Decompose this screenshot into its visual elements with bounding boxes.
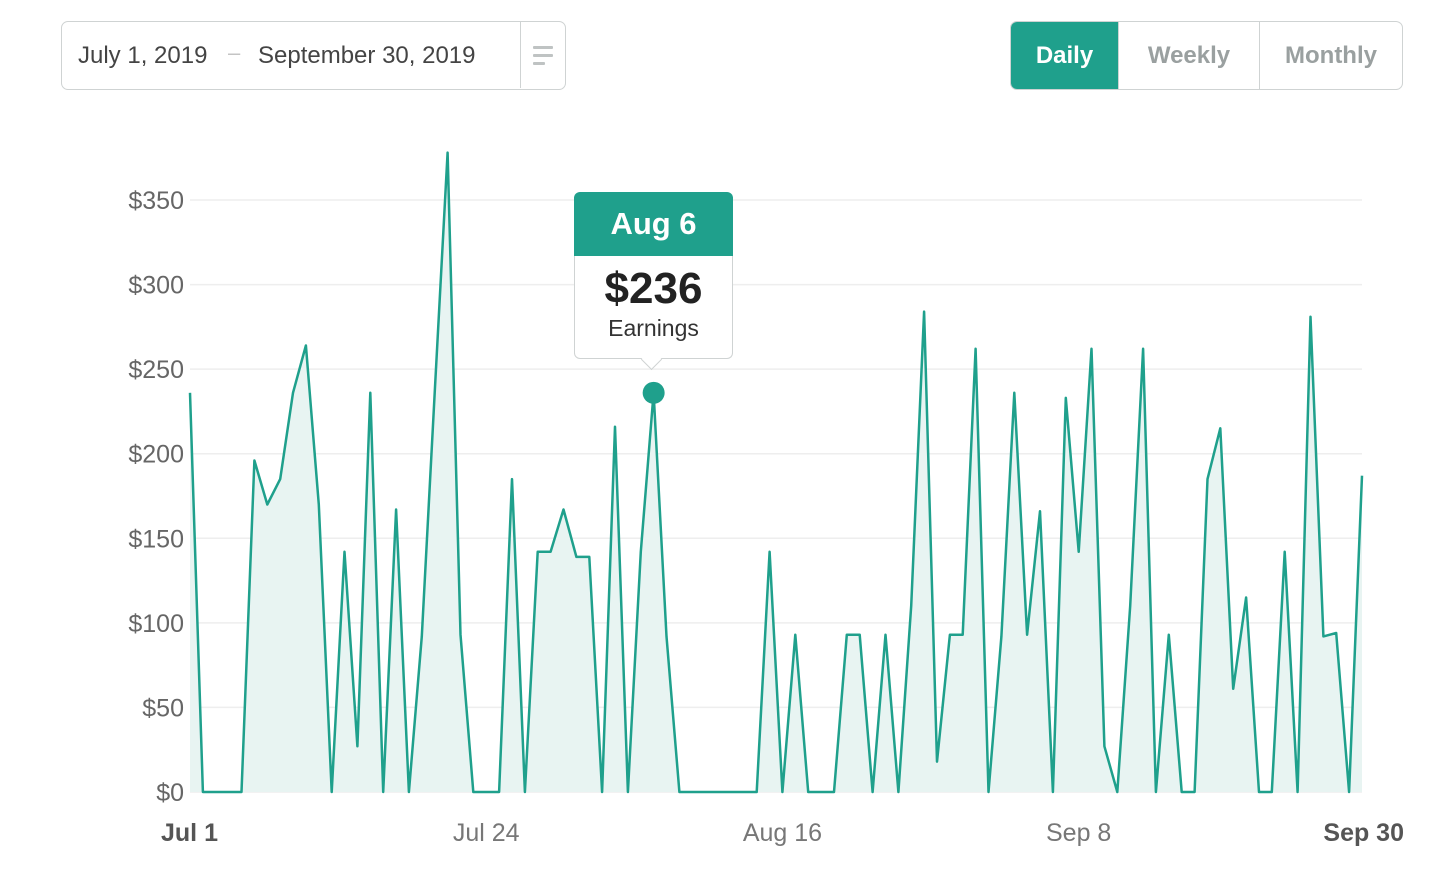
- y-tick-label: $150: [128, 525, 184, 553]
- y-tick-label: $250: [128, 356, 184, 384]
- y-tick-label: $300: [128, 272, 184, 300]
- x-tick-label: Jul 1: [161, 819, 218, 847]
- x-tick-label: Sep 8: [1046, 819, 1111, 847]
- end-date[interactable]: September 30, 2019: [258, 42, 476, 69]
- tooltip-date: Aug 6: [574, 192, 733, 256]
- y-tick-label: $0: [156, 779, 184, 807]
- y-tick-label: $350: [128, 187, 184, 215]
- date-range-picker[interactable]: July 1, 2019 – September 30, 2019: [61, 21, 566, 90]
- y-tick-label: $100: [128, 610, 184, 638]
- tooltip-value: $236: [604, 264, 703, 313]
- tooltip-body: $236 Earnings: [574, 256, 733, 359]
- weekly-button[interactable]: Weekly: [1118, 22, 1259, 89]
- x-tick-label: Sep 30: [1323, 819, 1404, 847]
- highlight-point: [642, 381, 665, 404]
- x-tick-label: Aug 16: [743, 819, 822, 847]
- y-tick-label: $50: [142, 694, 184, 722]
- date-separator: –: [228, 40, 241, 65]
- monthly-button[interactable]: Monthly: [1259, 22, 1402, 89]
- filter-menu-icon[interactable]: [520, 22, 565, 88]
- earnings-area: [190, 152, 1362, 793]
- granularity-toggle: Daily Weekly Monthly: [1010, 21, 1403, 90]
- y-tick-label: $200: [128, 441, 184, 469]
- start-date[interactable]: July 1, 2019: [78, 42, 208, 69]
- daily-button[interactable]: Daily: [1011, 22, 1118, 89]
- earnings-tooltip: Aug 6 $236 Earnings: [574, 192, 733, 371]
- earnings-line: [188, 151, 1364, 794]
- x-tick-label: Jul 24: [453, 819, 520, 847]
- tooltip-label: Earnings: [608, 315, 699, 341]
